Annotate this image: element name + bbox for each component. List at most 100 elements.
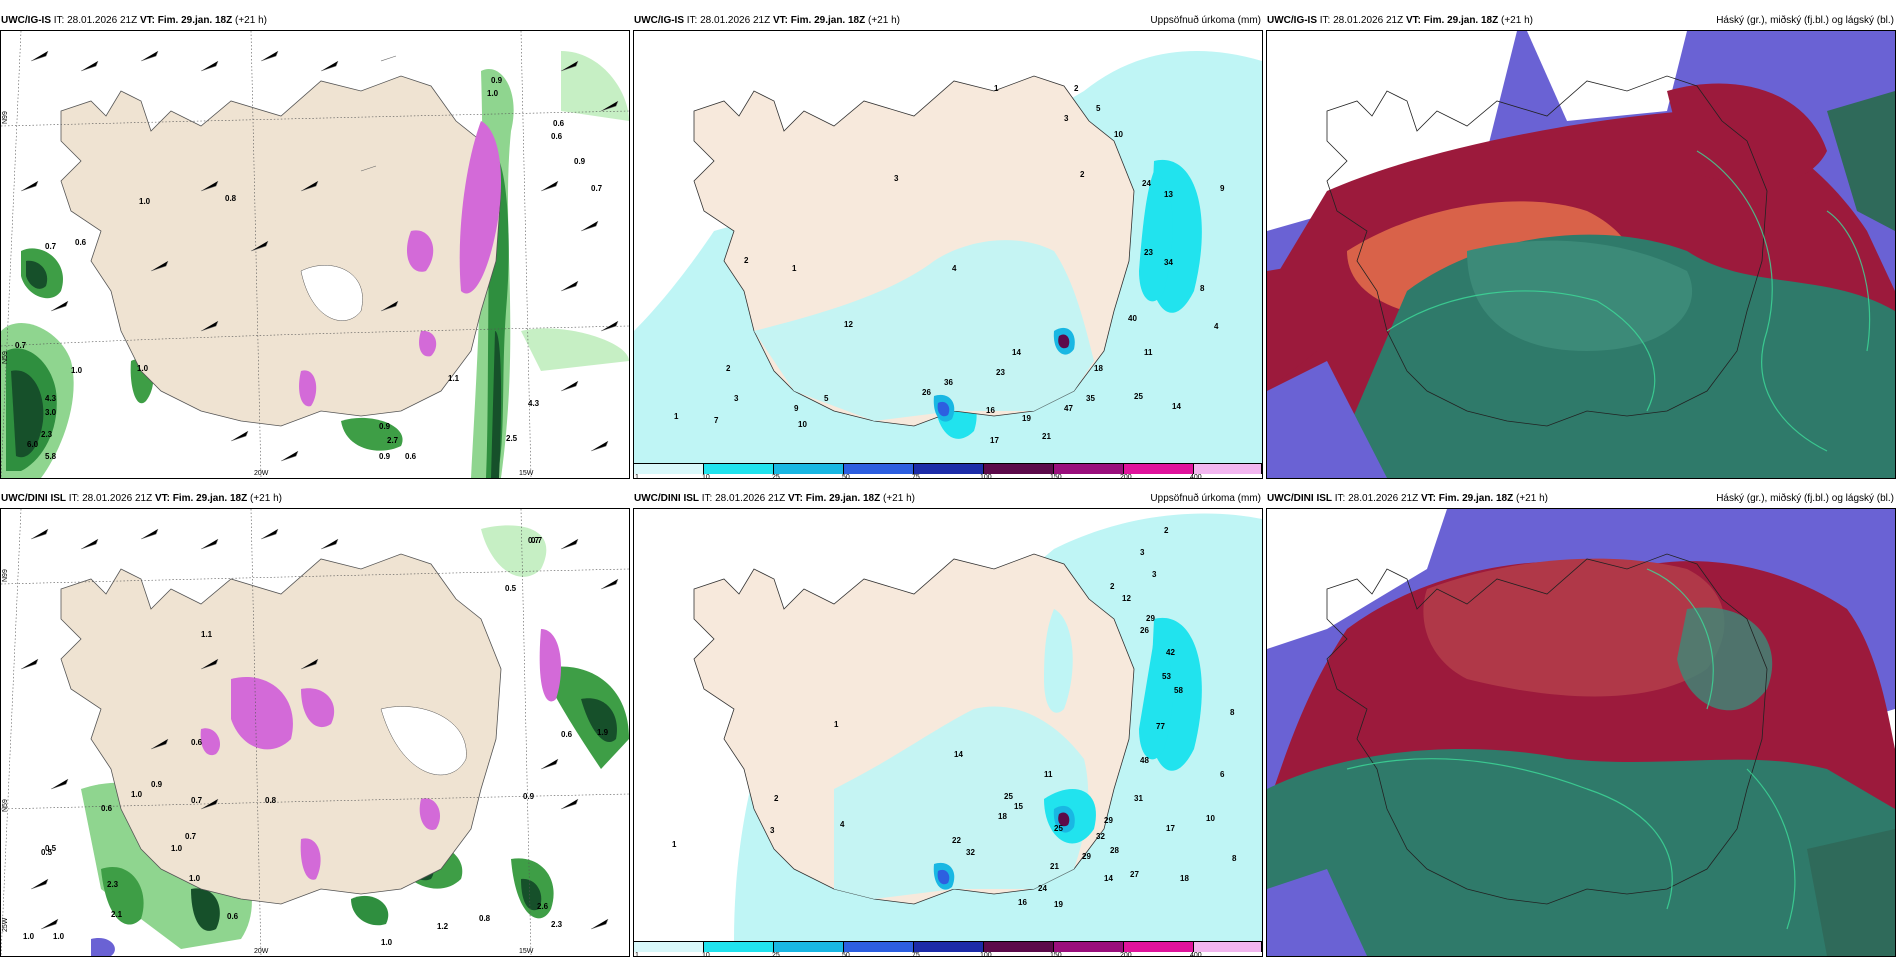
- value-label: 9: [1220, 184, 1225, 193]
- colorbar-swatch: [634, 942, 704, 952]
- accum-precip-map: 2 3 3 2 12 29 26 42 53 58 6 8 77 48 31 1…: [634, 509, 1262, 941]
- value-label: 8: [1232, 854, 1237, 863]
- value-label: 0.9: [379, 452, 391, 461]
- vt-label: VT:: [772, 15, 788, 26]
- value-label: 10: [798, 420, 807, 429]
- value-label: 26: [1140, 626, 1149, 635]
- value-label: 3.0: [45, 408, 57, 417]
- value-label: 0.8: [265, 796, 277, 805]
- colorbar-tick: 75: [912, 474, 920, 479]
- value-label: 1: [674, 412, 679, 421]
- value-label: 2.7: [387, 436, 399, 445]
- value-label: 24: [1038, 884, 1047, 893]
- value-label: 19: [1022, 414, 1031, 423]
- value-label: 28: [1110, 846, 1119, 855]
- value-label: 3: [1152, 570, 1157, 579]
- value-label: 25: [1134, 392, 1143, 401]
- value-label: 36: [944, 378, 953, 387]
- colorbar-swatch: [774, 942, 844, 952]
- valid-time: Fim. 29.jan. 18Z: [1438, 493, 1514, 504]
- colorbar-swatch: [1194, 942, 1262, 952]
- map-frame: [1266, 508, 1896, 957]
- field-title: Uppsöfnuð úrkoma (mm): [1150, 15, 1261, 26]
- value-label: 2.3: [41, 430, 53, 439]
- value-label: 0.7: [528, 536, 540, 545]
- lon-label: 15W: [519, 470, 534, 477]
- init-time: 28.01.2026 21Z: [715, 493, 786, 504]
- value-label: 3: [894, 174, 899, 183]
- panel-header: UWC/DINI ISL IT: 28.01.2026 21Z VT: Fim.…: [633, 492, 1263, 508]
- wind-barbs: [20, 50, 619, 462]
- lon-label: 20W: [254, 948, 269, 955]
- panel-header: UWC/IG-IS IT: 28.01.2026 21Z VT: Fim. 29…: [633, 14, 1263, 30]
- axis-labels: N99 N59 20W 15W: [2, 111, 534, 477]
- value-label: 8: [1230, 708, 1235, 717]
- map-frame: 0.7 0.5 1.1 0.6 0.9 1.0 0.7 0.6 0.5 0.8 …: [0, 508, 630, 957]
- value-label: 1.0: [381, 938, 393, 947]
- value-label: 25: [1054, 824, 1063, 833]
- it-label: IT:: [1319, 15, 1331, 26]
- cloud-contours: [1386, 150, 1871, 452]
- value-label: 0.9: [151, 780, 163, 789]
- value-label: 3: [734, 394, 739, 403]
- value-label: 14: [1104, 874, 1113, 883]
- lat-label: N59: [2, 351, 9, 364]
- panel-header: UWC/IG-IS IT: 28.01.2026 21Z VT: Fim. 29…: [0, 14, 630, 30]
- colorbar-tick: 10: [702, 474, 710, 479]
- value-label: 3: [1140, 548, 1145, 557]
- value-label: 1.1: [201, 630, 213, 639]
- value-label: 4.3: [45, 394, 57, 403]
- value-label: 5: [824, 394, 829, 403]
- colorbar-swatch: [914, 942, 984, 952]
- cloud-cover-map: [1267, 31, 1895, 478]
- colorbar-tick: 150: [1050, 474, 1062, 479]
- value-label: 0.7: [591, 184, 603, 193]
- value-label: 0.6: [561, 730, 573, 739]
- value-label: 3: [1064, 114, 1069, 123]
- value-label: 6: [1220, 770, 1225, 779]
- value-label: 29: [1104, 816, 1113, 825]
- model-name: UWC/IG-IS: [1, 15, 51, 26]
- colorbar-swatch: [1124, 942, 1194, 952]
- precip-wind-map: 0.7 0.5 1.1 0.6 0.9 1.0 0.7 0.6 0.5 0.8 …: [1, 509, 629, 956]
- value-label: 14: [954, 750, 963, 759]
- value-label: 48: [1140, 756, 1149, 765]
- colorbar-tick: 400: [1190, 952, 1202, 957]
- lead-time: (+21 h): [235, 15, 267, 26]
- value-label: 8: [1200, 284, 1205, 293]
- colorbar-swatch: [704, 942, 774, 952]
- value-label: 11: [1144, 348, 1153, 357]
- value-label: 18: [1094, 364, 1103, 373]
- model-name: UWC/DINI ISL: [1267, 493, 1332, 504]
- value-label: 35: [1086, 394, 1095, 403]
- value-label: 24: [1142, 179, 1151, 188]
- value-label: 1.0: [189, 874, 201, 883]
- it-label: IT:: [701, 493, 713, 504]
- value-label: 2.6: [537, 902, 549, 911]
- value-label: 2: [726, 364, 731, 373]
- value-label: 10: [1206, 814, 1215, 823]
- value-label: 17: [1166, 824, 1175, 833]
- value-label: 1.0: [53, 932, 65, 941]
- value-label: 9: [794, 404, 799, 413]
- value-label: 2: [774, 794, 779, 803]
- value-label: 22: [952, 836, 961, 845]
- value-label: 77: [1156, 722, 1165, 731]
- value-label: 16: [1018, 898, 1027, 907]
- lat-label: N99: [2, 111, 9, 124]
- value-label: 21: [1050, 862, 1059, 871]
- value-label: 1.1: [448, 374, 460, 383]
- colorbar-tick: 100: [980, 474, 992, 479]
- panel-header: UWC/DINI ISL IT: 28.01.2026 21Z VT: Fim.…: [1266, 492, 1896, 508]
- value-label: 1.0: [131, 790, 143, 799]
- colorbar: 1 10 25 50 75 100 150 200 400: [634, 941, 1262, 957]
- colorbar-tick: 1: [635, 474, 639, 479]
- valid-time: Fim. 29.jan. 18Z: [157, 15, 233, 26]
- value-label: 4: [952, 264, 957, 273]
- value-label: 0.6: [405, 452, 417, 461]
- value-label: 0.6: [191, 738, 203, 747]
- field-title: Uppsöfnuð úrkoma (mm): [1150, 493, 1261, 504]
- panel-top-middle: UWC/IG-IS IT: 28.01.2026 21Z VT: Fim. 29…: [633, 14, 1263, 479]
- value-label: 2: [744, 256, 749, 265]
- panel-bottom-right: UWC/DINI ISL IT: 28.01.2026 21Z VT: Fim.…: [1266, 492, 1896, 957]
